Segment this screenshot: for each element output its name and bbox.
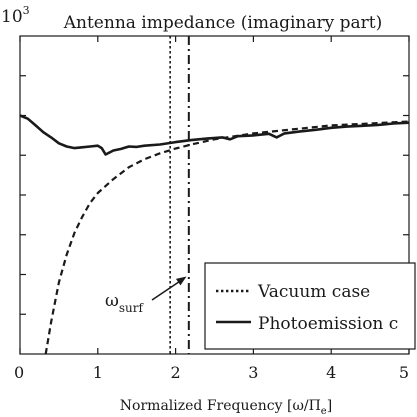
- vlines-layer: [169, 36, 190, 354]
- chart-title: Antenna impedance (imaginary part): [63, 13, 382, 33]
- x-tick-label: 1: [93, 363, 103, 382]
- annotation-arrow-shaft: [151, 278, 183, 301]
- annotation: ωsurf: [105, 276, 187, 315]
- annotation-arrow-head: [175, 276, 187, 286]
- annotation-text: ωsurf: [105, 291, 144, 315]
- x-tick-label: 3: [248, 363, 258, 382]
- legend-box: [204, 262, 416, 350]
- series-photoemission-line: [19, 114, 410, 156]
- scale-label: 103: [1, 4, 30, 27]
- x-tick-label: 4: [326, 363, 336, 382]
- x-axis-label: Normalized Frequency [ω/Πe]: [120, 398, 332, 417]
- series-vacuum-line: [44, 120, 410, 355]
- x-tick-label: 0: [14, 363, 24, 382]
- legend: Vacuum case Photoemission c: [204, 262, 416, 350]
- x-tick-label: 2: [171, 363, 181, 382]
- x-tick-label: 5: [399, 363, 409, 382]
- series-layer: [19, 114, 410, 355]
- legend-label-vacuum: Vacuum case: [257, 282, 370, 302]
- legend-label-photoemission: Photoemission c: [258, 314, 398, 334]
